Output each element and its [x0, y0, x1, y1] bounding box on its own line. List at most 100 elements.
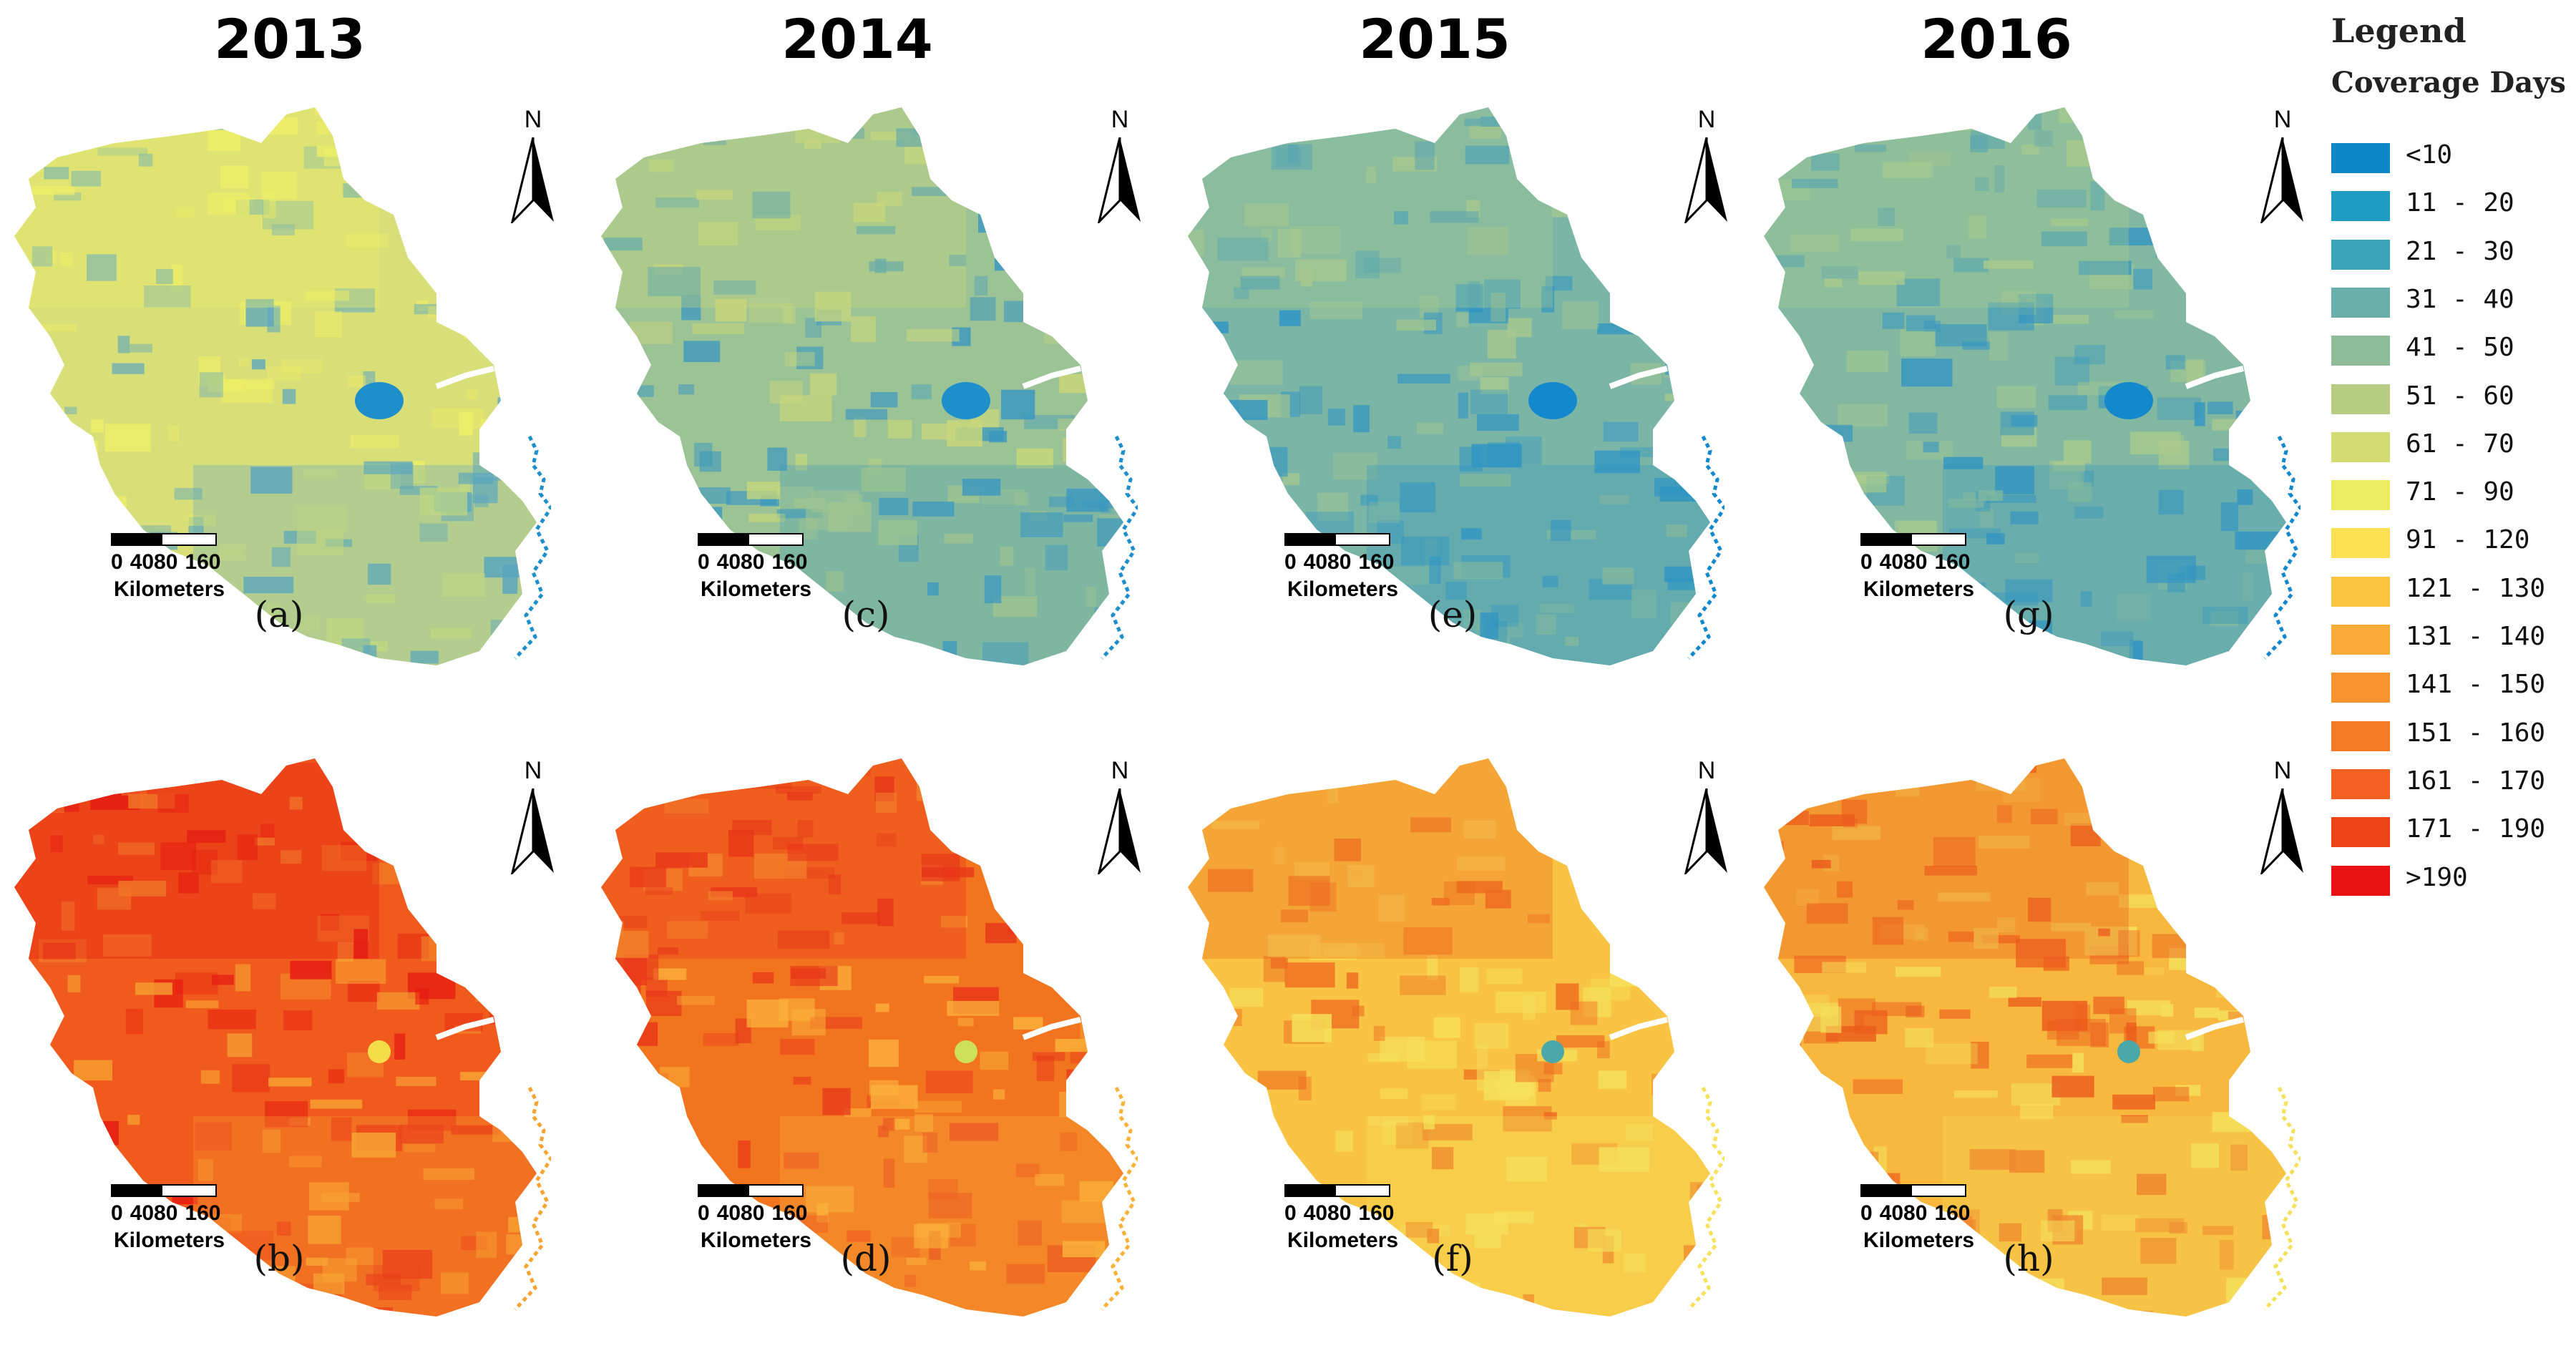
- coverage-map: [14, 758, 554, 1317]
- scale-tick: 4080: [1879, 550, 1928, 574]
- coverage-map: [1188, 758, 1727, 1317]
- scale-unit: Kilometers: [1287, 1229, 1399, 1252]
- legend-swatch: [2331, 673, 2390, 703]
- north-label: N: [524, 757, 542, 784]
- scale-tick: 4080: [1303, 1201, 1352, 1225]
- legend-item: 31 - 40: [2331, 282, 2575, 322]
- panel-label: (c): [841, 594, 890, 635]
- legend-label: 151 - 160: [2406, 718, 2546, 748]
- north-label: N: [2273, 106, 2292, 133]
- coverage-map: [601, 107, 1141, 665]
- north-label: N: [2273, 757, 2292, 784]
- panel-label: (f): [1432, 1238, 1473, 1279]
- legend-label: >190: [2406, 862, 2468, 892]
- legend-item: >190: [2331, 860, 2575, 900]
- scale-tick: 0: [1860, 1201, 1873, 1225]
- year-title-2014: 2014: [781, 7, 933, 71]
- legend-label: 21 - 30: [2406, 236, 2514, 266]
- legend-item: 91 - 120: [2331, 522, 2575, 562]
- legend-swatch: [2331, 528, 2390, 559]
- legend-swatch: [2331, 480, 2390, 511]
- scale-bar: 0 4080 160 Kilometers: [1860, 533, 2018, 612]
- north-label: N: [524, 106, 542, 133]
- scale-unit: Kilometers: [701, 1229, 812, 1252]
- north-arrow-icon: N: [508, 757, 558, 879]
- scale-unit: Kilometers: [1287, 577, 1399, 601]
- scale-bar: 0 4080 160 Kilometers: [111, 533, 268, 612]
- legend-label: 41 - 50: [2406, 333, 2514, 363]
- north-arrow-icon: N: [1095, 106, 1145, 228]
- legend-swatch: [2331, 191, 2390, 222]
- north-label: N: [1697, 757, 1716, 784]
- legend-swatch: [2331, 576, 2390, 607]
- scale-tick: 4080: [130, 1201, 178, 1225]
- scale-bar: 0 4080 160 Kilometers: [1284, 1184, 1442, 1263]
- map-panel: [594, 744, 1141, 1317]
- scale-tick: 160: [1358, 1201, 1395, 1225]
- panel-label: (h): [2003, 1238, 2054, 1279]
- scale-unit: Kilometers: [114, 577, 225, 601]
- scale-unit: Kilometers: [114, 1229, 225, 1252]
- panel-label: (g): [2003, 594, 2054, 635]
- legend-item: <10: [2331, 137, 2575, 177]
- panel-label: (b): [253, 1238, 305, 1279]
- legend-item: 121 - 130: [2331, 571, 2575, 611]
- map-panel: [7, 93, 554, 665]
- map-panel: [1181, 93, 1727, 665]
- coverage-map: [14, 107, 554, 665]
- legend-label: 141 - 150: [2406, 670, 2546, 700]
- region-fill: [601, 107, 1123, 665]
- region-fill: [1188, 107, 1710, 665]
- panel-label: (d): [840, 1238, 892, 1279]
- coverage-map: [1764, 758, 2303, 1317]
- legend-swatch: [2331, 721, 2390, 751]
- legend-label: 131 - 140: [2406, 622, 2546, 651]
- scale-unit: Kilometers: [701, 577, 812, 601]
- legend-swatch: [2331, 431, 2390, 462]
- scale-tick: 160: [185, 1201, 221, 1225]
- legend-item: 11 - 20: [2331, 185, 2575, 225]
- scale-tick: 160: [771, 1201, 808, 1225]
- coverage-map: [1764, 107, 2303, 665]
- north-arrow-icon: N: [1682, 757, 1732, 879]
- scale-tick: 0: [111, 1201, 123, 1225]
- legend-swatch: [2331, 865, 2390, 896]
- scale-tick: 4080: [1303, 550, 1352, 574]
- legend-item: 71 - 90: [2331, 474, 2575, 514]
- legend-item: 61 - 70: [2331, 426, 2575, 467]
- legend-item: 161 - 170: [2331, 763, 2575, 804]
- scale-unit: Kilometers: [1863, 1229, 1975, 1252]
- legend-label: 51 - 60: [2406, 381, 2514, 411]
- scale-tick: 4080: [716, 550, 765, 574]
- scale-tick: 0: [1284, 1201, 1297, 1225]
- scale-bar: 0 4080 160 Kilometers: [1284, 533, 1442, 612]
- scale-tick: 160: [771, 550, 808, 574]
- legend-swatch: [2331, 287, 2390, 318]
- legend-label: 71 - 90: [2406, 477, 2514, 507]
- region-fill: [14, 107, 537, 665]
- scale-tick: 160: [1934, 550, 1971, 574]
- north-label: N: [1697, 106, 1716, 133]
- legend-swatch: [2331, 239, 2390, 270]
- map-panel: [1757, 93, 2303, 665]
- legend: Legend Coverage Days <10 11 - 20 21 - 30 31…: [2326, 0, 2576, 930]
- legend-swatch: [2331, 625, 2390, 655]
- legend-label: <10: [2406, 140, 2453, 170]
- north-arrow-icon: N: [508, 106, 558, 228]
- scale-tick: 4080: [1879, 1201, 1928, 1225]
- legend-title: Legend: [2331, 11, 2467, 50]
- region-fill: [14, 758, 537, 1317]
- legend-item: 141 - 150: [2331, 667, 2575, 707]
- scale-tick: 0: [111, 550, 123, 574]
- scale-bar: 0 4080 160 Kilometers: [698, 1184, 855, 1263]
- legend-label: 11 - 20: [2406, 188, 2514, 218]
- map-panel: [594, 93, 1141, 665]
- legend-item: 21 - 30: [2331, 234, 2575, 274]
- north-arrow-icon: N: [2258, 106, 2308, 228]
- legend-label: 121 - 130: [2406, 573, 2546, 603]
- north-arrow-icon: N: [1682, 106, 1732, 228]
- scale-tick: 160: [1358, 550, 1395, 574]
- legend-swatch: [2331, 336, 2390, 366]
- region-fill: [1764, 107, 2286, 665]
